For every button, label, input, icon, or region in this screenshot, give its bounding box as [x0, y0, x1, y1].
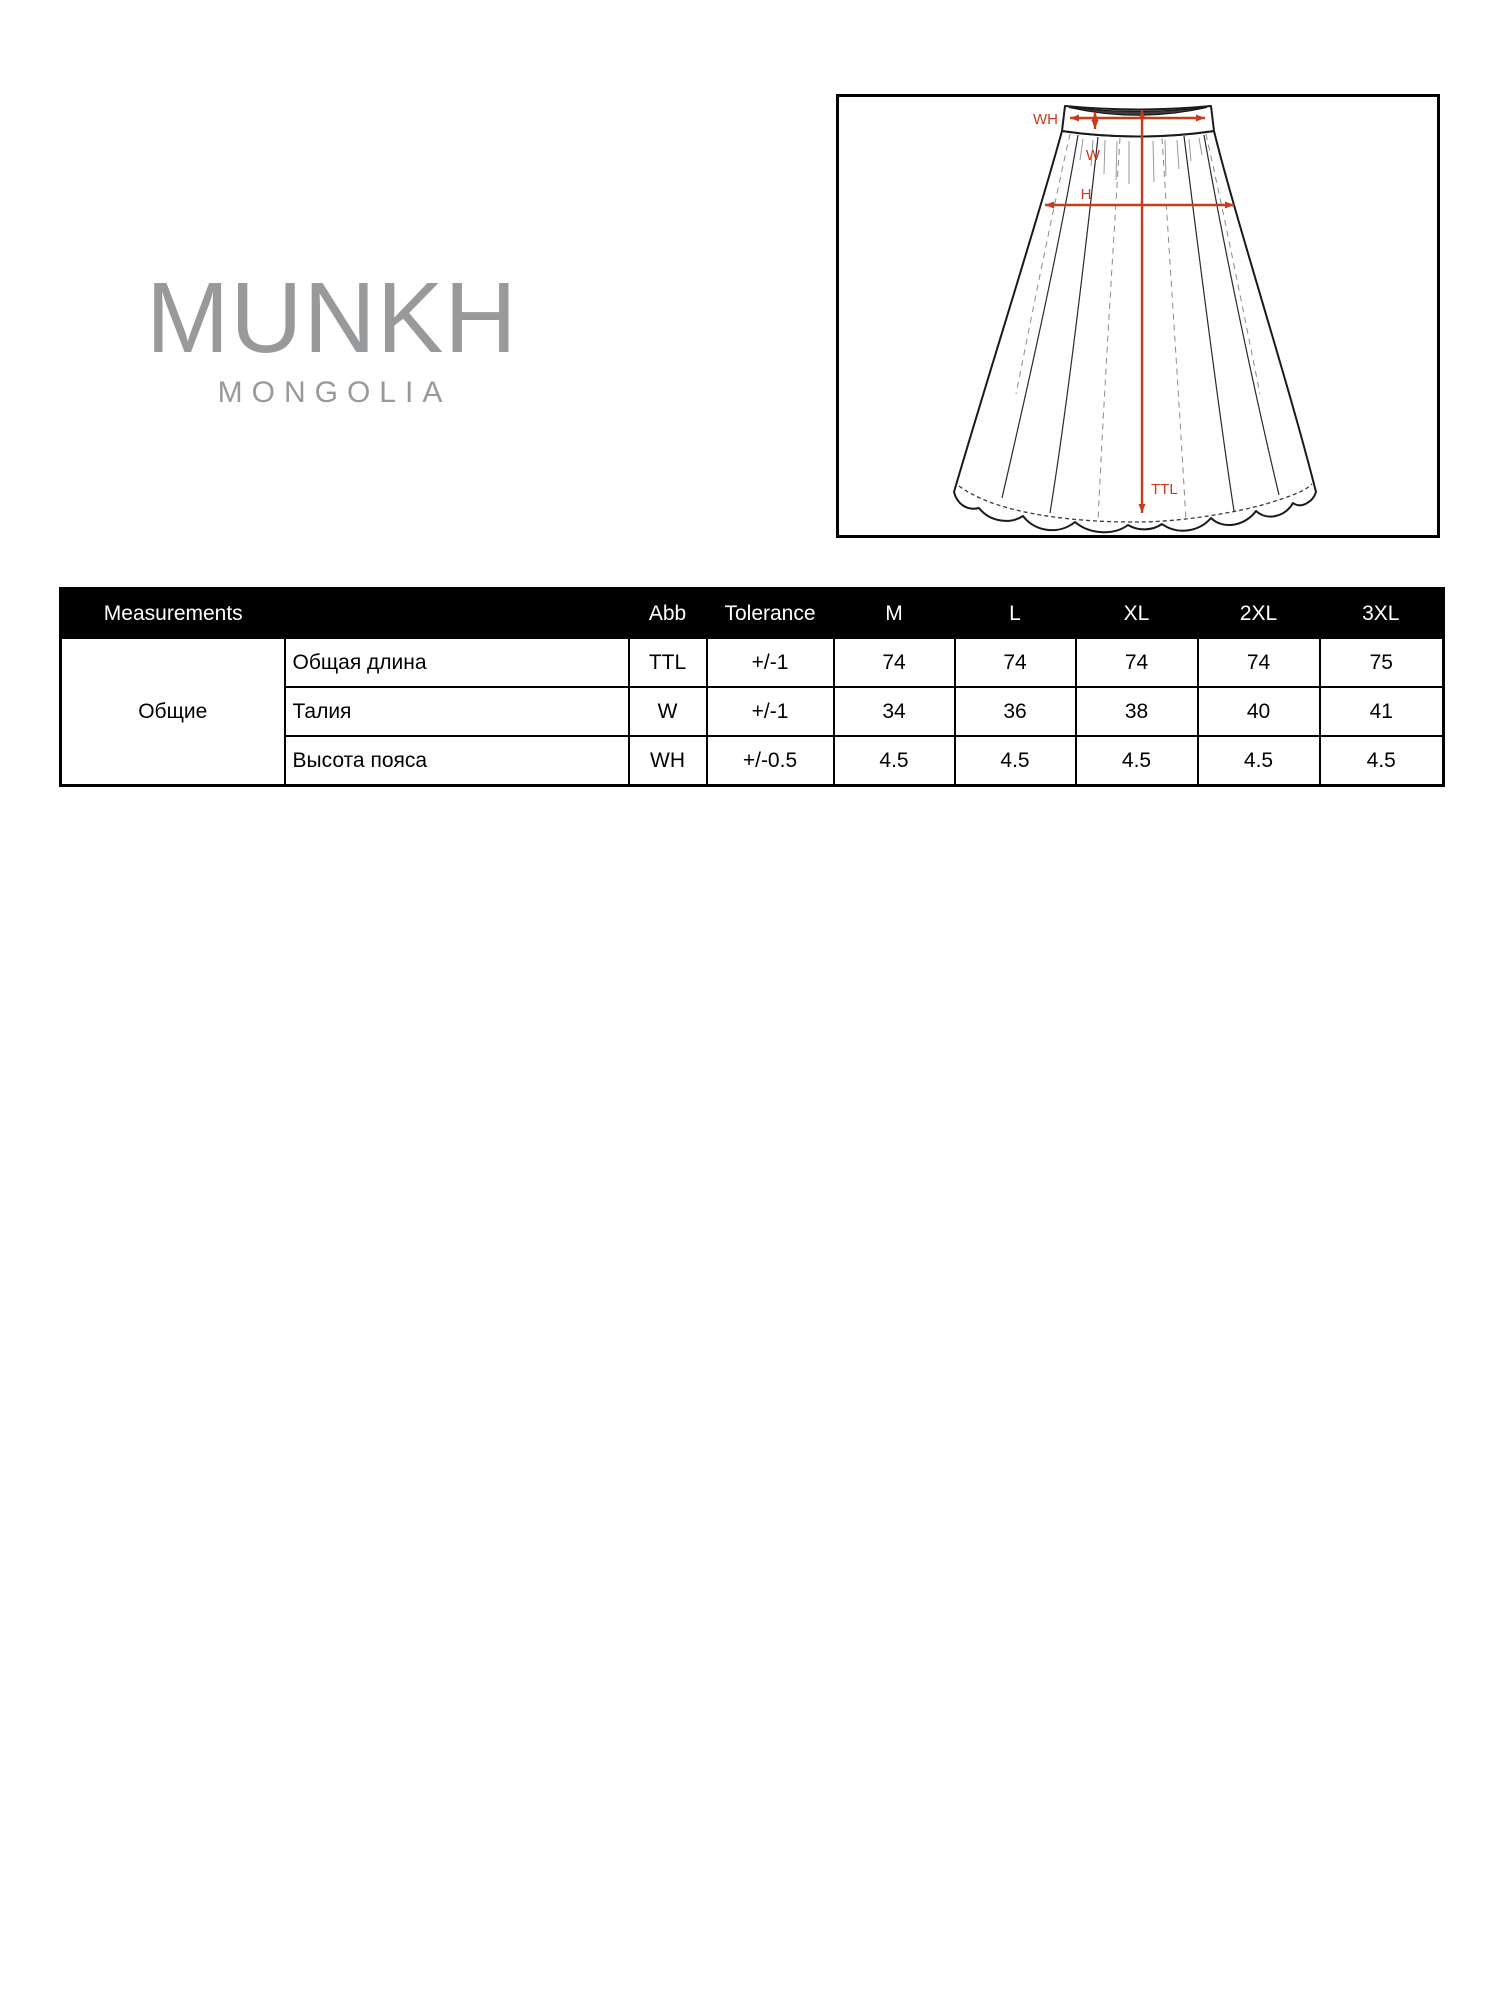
waistband-opening	[1068, 107, 1208, 116]
fold-lines	[1015, 133, 1261, 522]
header-size-2xl: 2XL	[1197, 588, 1320, 638]
measurement-annotations	[1045, 110, 1234, 513]
measurements-table: Measurements Abb Tolerance M L XL 2XL 3X…	[59, 587, 1445, 787]
brand-logo: MUNKH MONGOLIA	[146, 262, 518, 410]
value-xl: 38	[1074, 686, 1199, 737]
value-m: 74	[832, 637, 956, 688]
header-size-xl: XL	[1075, 588, 1198, 638]
brand-subtitle: MONGOLIA	[217, 376, 452, 409]
measure-abb: W	[627, 686, 708, 737]
table-header-row: Measurements Abb Tolerance M L XL 2XL 3X…	[60, 588, 1444, 638]
value-3xl: 75	[1318, 637, 1445, 688]
measure-name: Талия	[283, 686, 630, 737]
measure-name: Общая длина	[283, 637, 630, 688]
label-hip: H	[1081, 186, 1092, 203]
brand-name: MUNKH	[146, 262, 518, 374]
gather-marks	[1079, 137, 1203, 184]
table-row: Общие Общая длина TTL +/-1 74 74 74 74 7…	[59, 637, 1445, 787]
value-3xl: 41	[1318, 686, 1445, 737]
measurement-labels: WH W H TTL	[1033, 111, 1178, 498]
table-row: Высота пояса WH +/-0.5 4.5 4.5 4.5 4.5 4…	[61, 735, 1445, 787]
value-m: 34	[832, 686, 956, 737]
header-tolerance: Tolerance	[706, 588, 834, 638]
measure-tolerance: +/-1	[705, 686, 835, 737]
skirt-technical-drawing: WH W H TTL	[953, 105, 1317, 534]
garment-diagram-box: WH W H TTL	[836, 94, 1440, 538]
value-m: 4.5	[832, 735, 956, 787]
waistband	[1061, 105, 1215, 138]
label-waist: W	[1086, 147, 1101, 164]
measure-abb: TTL	[627, 637, 708, 688]
group-cell: Общие	[59, 637, 286, 787]
value-2xl: 40	[1196, 686, 1321, 737]
value-l: 36	[953, 686, 1077, 737]
value-2xl: 74	[1196, 637, 1321, 688]
value-xl: 4.5	[1074, 735, 1199, 787]
value-xl: 74	[1074, 637, 1199, 688]
skirt-outline	[953, 130, 1317, 534]
label-waistband-height: WH	[1033, 111, 1058, 128]
header-abb: Abb	[628, 588, 707, 638]
table-row: Талия W +/-1 34 36 38 40 41	[61, 686, 1445, 737]
value-l: 74	[953, 637, 1077, 688]
header-size-l: L	[954, 588, 1076, 638]
skirt-body	[953, 130, 1317, 534]
value-2xl: 4.5	[1196, 735, 1321, 787]
header-size-3xl: 3XL	[1319, 588, 1444, 638]
label-total-length: TTL	[1151, 481, 1178, 498]
header-spacer	[284, 588, 629, 638]
value-l: 4.5	[953, 735, 1077, 787]
hem-stitch-line	[958, 483, 1313, 523]
measure-tolerance: +/-1	[705, 637, 835, 688]
measure-name: Высота пояса	[283, 735, 630, 787]
measure-tolerance: +/-0.5	[705, 735, 835, 787]
value-3xl: 4.5	[1318, 735, 1445, 787]
panel-seams	[1001, 134, 1280, 514]
measure-abb: WH	[627, 735, 708, 787]
header-size-m: M	[833, 588, 955, 638]
header-measurements: Measurements	[60, 588, 285, 638]
